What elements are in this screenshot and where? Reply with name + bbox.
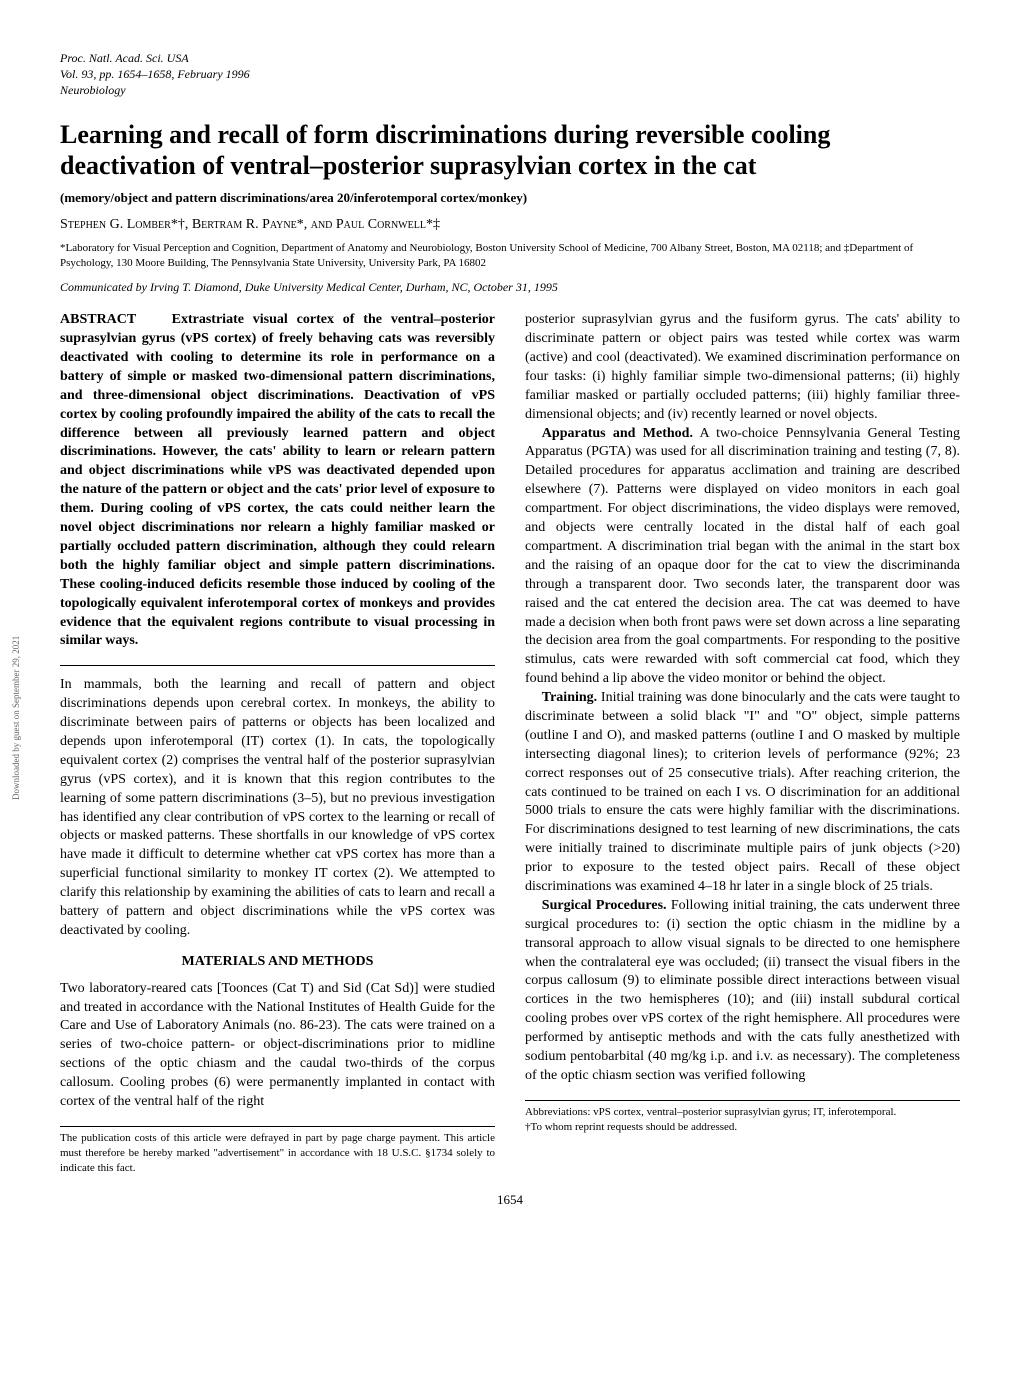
- divider: [60, 665, 495, 666]
- page-number: 1654: [60, 1191, 960, 1209]
- methods-continuation: posterior suprasylvian gyrus and the fus…: [525, 311, 960, 424]
- journal-name: Proc. Natl. Acad. Sci. USA: [60, 50, 960, 66]
- apparatus-paragraph: Apparatus and Method. A two-choice Penns…: [525, 425, 960, 689]
- authors: Stephen G. Lomber*†, Bertram R. Payne*, …: [60, 216, 960, 235]
- abbreviations-text: Abbreviations: vPS cortex, ventral–poste…: [525, 1105, 960, 1120]
- article-body: ABSTRACT Extrastriate visual cortex of t…: [60, 311, 960, 1175]
- section-heading-methods: MATERIALS AND METHODS: [60, 953, 495, 972]
- apparatus-label: Apparatus and Method.: [542, 426, 693, 441]
- surgical-text: Following initial training, the cats und…: [525, 898, 960, 1083]
- abstract: ABSTRACT Extrastriate visual cortex of t…: [60, 311, 495, 651]
- training-paragraph: Training. Initial training was done bino…: [525, 689, 960, 897]
- abbreviations-footnote: Abbreviations: vPS cortex, ventral–poste…: [525, 1100, 960, 1135]
- journal-section: Neurobiology: [60, 82, 960, 98]
- training-text: Initial training was done binocularly an…: [525, 690, 960, 894]
- abstract-text: Extrastriate visual cortex of the ventra…: [60, 312, 495, 648]
- methods-paragraph-1: Two laboratory-reared cats [Toonces (Cat…: [60, 980, 495, 1112]
- publication-footnote: The publication costs of this article we…: [60, 1126, 495, 1176]
- article-title: Learning and recall of form discriminati…: [60, 119, 960, 181]
- intro-paragraph: In mammals, both the learning and recall…: [60, 676, 495, 940]
- journal-volume: Vol. 93, pp. 1654–1658, February 1996: [60, 66, 960, 82]
- surgical-label: Surgical Procedures.: [542, 898, 667, 913]
- abstract-label: ABSTRACT: [60, 312, 136, 327]
- journal-header: Proc. Natl. Acad. Sci. USA Vol. 93, pp. …: [60, 50, 960, 99]
- training-label: Training.: [542, 690, 597, 705]
- keywords: (memory/object and pattern discriminatio…: [60, 189, 960, 207]
- surgical-paragraph: Surgical Procedures. Following initial t…: [525, 897, 960, 1086]
- download-watermark: Downloaded by guest on September 29, 202…: [10, 636, 22, 800]
- communicated-by: Communicated by Irving T. Diamond, Duke …: [60, 279, 960, 295]
- affiliations: *Laboratory for Visual Perception and Co…: [60, 241, 960, 271]
- apparatus-text: A two-choice Pennsylvania General Testin…: [525, 426, 960, 687]
- reprint-text: †To whom reprint requests should be addr…: [525, 1120, 960, 1135]
